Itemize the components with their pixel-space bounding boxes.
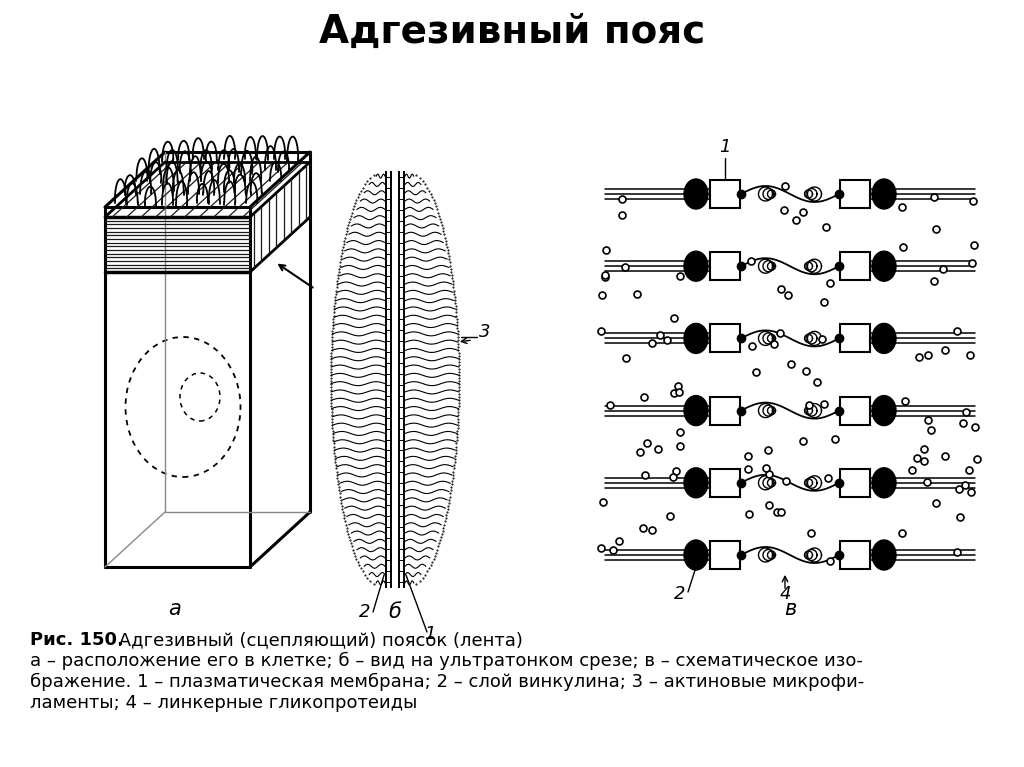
FancyBboxPatch shape <box>710 541 740 569</box>
FancyBboxPatch shape <box>840 180 870 208</box>
Text: 3: 3 <box>479 323 490 341</box>
Ellipse shape <box>684 324 708 354</box>
Ellipse shape <box>872 252 896 281</box>
Ellipse shape <box>872 396 896 426</box>
FancyBboxPatch shape <box>710 397 740 425</box>
Text: 4: 4 <box>779 585 791 603</box>
Text: 1: 1 <box>719 138 731 156</box>
Text: ламенты; 4 – линкерные гликопротеиды: ламенты; 4 – линкерные гликопротеиды <box>30 694 418 712</box>
FancyBboxPatch shape <box>840 324 870 352</box>
Ellipse shape <box>684 468 708 498</box>
Text: в: в <box>784 599 796 619</box>
Ellipse shape <box>872 468 896 498</box>
FancyBboxPatch shape <box>840 397 870 425</box>
Text: бражение. 1 – плазматическая мембрана; 2 – слой винкулина; 3 – актиновые микрофи: бражение. 1 – плазматическая мембрана; 2… <box>30 673 864 691</box>
Text: а – расположение его в клетке; б – вид на ультратонком срезе; в – схематическое : а – расположение его в клетке; б – вид н… <box>30 652 863 670</box>
FancyBboxPatch shape <box>840 541 870 569</box>
Text: а: а <box>169 599 181 619</box>
FancyBboxPatch shape <box>710 252 740 280</box>
Ellipse shape <box>872 324 896 354</box>
Ellipse shape <box>872 179 896 209</box>
Text: Адгезивный (сцепляющий) поясок (лента): Адгезивный (сцепляющий) поясок (лента) <box>113 631 523 649</box>
Ellipse shape <box>872 540 896 570</box>
FancyBboxPatch shape <box>710 324 740 352</box>
FancyBboxPatch shape <box>710 469 740 497</box>
Text: 2: 2 <box>359 603 371 621</box>
Ellipse shape <box>684 252 708 281</box>
Text: 1: 1 <box>424 625 436 643</box>
Text: б: б <box>388 602 401 622</box>
FancyBboxPatch shape <box>840 469 870 497</box>
FancyBboxPatch shape <box>710 180 740 208</box>
Text: Адгезивный пояс: Адгезивный пояс <box>318 13 706 51</box>
Ellipse shape <box>684 540 708 570</box>
Text: Рис. 150.: Рис. 150. <box>30 631 124 649</box>
Ellipse shape <box>684 396 708 426</box>
Ellipse shape <box>684 179 708 209</box>
Text: 2: 2 <box>674 585 686 603</box>
FancyBboxPatch shape <box>840 252 870 280</box>
